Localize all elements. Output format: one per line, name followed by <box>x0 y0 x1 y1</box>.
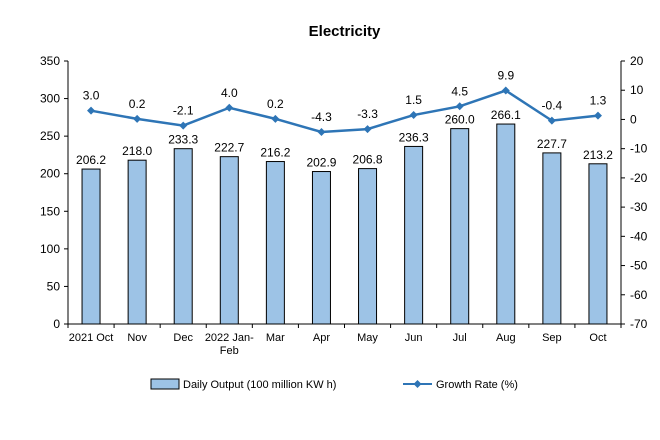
left-axis-tick-label: 350 <box>40 54 60 68</box>
growth-point-marker <box>409 111 418 120</box>
bar-value-label: 266.1 <box>491 108 521 122</box>
legend-line-label: Growth Rate (%) <box>436 379 518 391</box>
growth-value-label: 4.5 <box>451 84 468 98</box>
bar-value-label: 236.3 <box>399 130 429 144</box>
growth-point-marker <box>455 102 464 111</box>
right-axis-tick-label: 20 <box>630 54 644 68</box>
x-tick-label: 2021 Oct <box>69 332 114 344</box>
growth-value-label: 0.2 <box>129 97 146 111</box>
growth-point-marker <box>179 121 188 130</box>
growth-value-label: -0.4 <box>542 99 563 113</box>
x-tick-label: Mar <box>266 332 285 344</box>
bar <box>127 159 147 325</box>
legend-line-marker <box>413 380 422 388</box>
bar <box>588 163 608 325</box>
growth-value-label: 0.2 <box>267 97 284 111</box>
growth-point-marker <box>501 86 510 95</box>
left-axis-tick-label: 250 <box>40 129 60 143</box>
axes: 050100150200250300350-70-60-50-40-30-20-… <box>40 54 648 331</box>
x-tick-label: 2022 Jan-Feb <box>205 332 254 357</box>
left-axis-tick-label: 300 <box>40 92 60 106</box>
bar-value-label: 202.9 <box>306 156 336 170</box>
growth-line <box>90 89 599 134</box>
growth-line-series <box>87 86 602 137</box>
bar-value-label: 216.2 <box>260 146 290 160</box>
bar-value-label: 227.7 <box>537 137 567 151</box>
right-axis-tick-label: -30 <box>630 200 648 214</box>
x-tick-label: Dec <box>173 332 193 344</box>
growth-value-label: 1.5 <box>405 93 422 107</box>
growth-point-marker <box>133 114 142 123</box>
right-axis-tick-label: -70 <box>630 317 648 331</box>
bar <box>496 123 516 325</box>
growth-value-label: -3.3 <box>357 107 378 121</box>
bar-value-label: 206.2 <box>76 153 106 167</box>
bar-value-label: 218.0 <box>122 144 152 158</box>
bar <box>219 156 239 325</box>
growth-value-label: -2.1 <box>173 104 194 118</box>
x-tick-label: Aug <box>496 332 516 344</box>
right-axis-tick-label: -20 <box>630 171 648 185</box>
bars <box>81 123 608 325</box>
left-axis-tick-label: 100 <box>40 242 60 256</box>
left-axis-tick-label: 200 <box>40 167 60 181</box>
bar <box>358 168 378 325</box>
bar-value-label: 206.8 <box>353 153 383 167</box>
x-tick-label: Apr <box>313 332 330 344</box>
chart-title: Electricity <box>309 23 381 40</box>
left-axis-tick-label: 0 <box>53 317 60 331</box>
growth-point-marker <box>87 106 96 115</box>
x-tick-label: Nov <box>127 332 147 344</box>
growth-point-marker <box>593 111 602 120</box>
bar-value-label: 222.7 <box>214 141 244 155</box>
bar-labels: 206.2 218.0 233.3 222.7 216.2 202.9 206.8 236.3… <box>76 108 613 169</box>
growth-value-label: 1.3 <box>590 94 607 108</box>
growth-value-label: 9.9 <box>497 69 514 83</box>
bar <box>404 145 424 325</box>
bar <box>542 152 562 325</box>
bar-value-label: 260.0 <box>445 113 475 127</box>
growth-point-marker <box>547 116 556 125</box>
growth-value-label: 3.0 <box>83 89 100 103</box>
x-tick-label: Sep <box>542 332 562 344</box>
growth-point-marker <box>317 128 326 137</box>
left-axis-tick-label: 50 <box>47 279 61 293</box>
legend-bar-swatch <box>150 378 180 390</box>
bar <box>173 148 193 325</box>
bar <box>311 171 331 325</box>
x-tick-label: Jul <box>453 332 467 344</box>
bar <box>81 168 101 325</box>
bar <box>265 161 285 325</box>
line-labels: 3.0 0.2 -2.1 4.0 0.2 -4.3 -3.3 1.5 4.5 9.9 -0.4 1.3 <box>83 69 607 124</box>
bar-value-label: 213.2 <box>583 148 613 162</box>
right-axis-tick-label: -10 <box>630 142 648 156</box>
growth-point-marker <box>225 103 234 112</box>
x-tick-label: May <box>357 332 378 344</box>
growth-value-label: 4.0 <box>221 86 238 100</box>
growth-point-marker <box>363 125 372 134</box>
legend-bar-label: Daily Output (100 million KW h) <box>183 379 336 391</box>
right-axis-tick-label: -50 <box>630 259 648 273</box>
right-axis-tick-label: 10 <box>630 83 644 97</box>
right-axis-tick-label: -60 <box>630 288 648 302</box>
bar <box>450 128 470 325</box>
x-tick-label: Oct <box>589 332 606 344</box>
growth-value-label: -4.3 <box>311 110 332 124</box>
right-axis-tick-label: 0 <box>630 112 637 126</box>
left-axis-tick-label: 150 <box>40 204 60 218</box>
x-tick-label: Jun <box>405 332 423 344</box>
legend: Daily Output (100 million KW h) Growth Ra… <box>150 378 518 391</box>
x-tick-labels: 2021 Oct Nov Dec 2022 Jan-Feb Mar Apr May Jun Ju… <box>69 332 607 357</box>
bar-value-label: 233.3 <box>168 133 198 147</box>
growth-point-marker <box>271 114 280 123</box>
right-axis-tick-label: -40 <box>630 229 648 243</box>
